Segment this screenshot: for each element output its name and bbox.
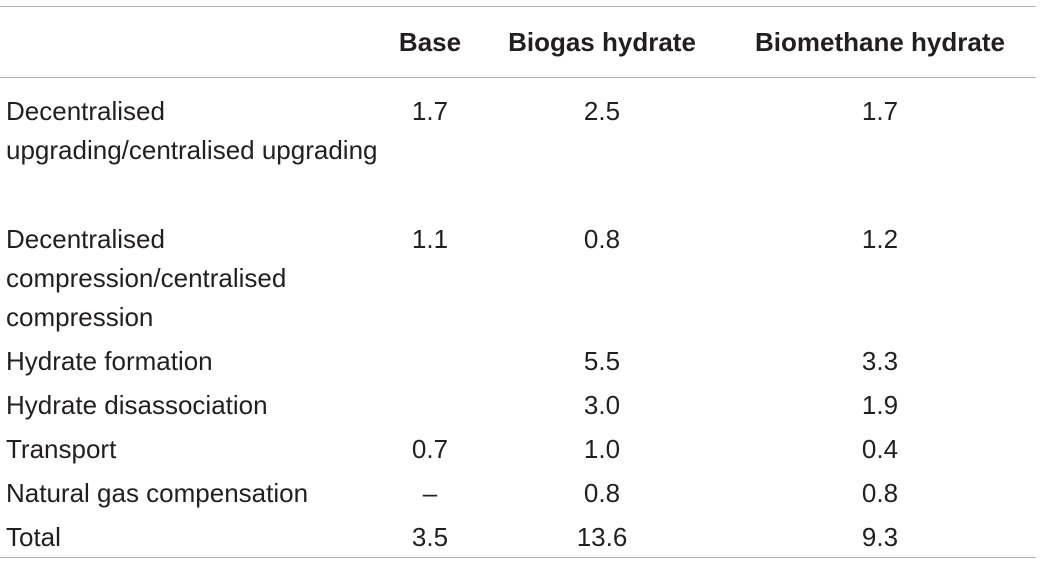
cell-biogas: 0.8 <box>583 224 621 254</box>
cell-base: – <box>422 478 438 508</box>
cell-biomethane: 3.3 <box>861 346 899 376</box>
cell-base: 1.7 <box>411 96 449 126</box>
cell-biomethane: 1.7 <box>861 96 899 126</box>
table-row: Decentralised upgrading/centralised upgr… <box>0 78 1036 210</box>
cell-base: 0.7 <box>411 434 449 464</box>
row-label: Hydrate formation <box>6 346 213 376</box>
cost-table: Base Biogas hydrate Biomethane hydrate D… <box>0 6 1036 558</box>
table-row: Natural gas compensation – 0.8 0.8 <box>0 469 1036 513</box>
cell-biogas: 1.0 <box>583 434 621 464</box>
cell-biomethane: 9.3 <box>724 513 1036 558</box>
cell-biogas: 5.5 <box>583 346 621 376</box>
cell-biomethane: 0.8 <box>861 478 899 508</box>
cell-biogas: 3.0 <box>583 390 621 420</box>
cell-base: 3.5 <box>380 513 480 558</box>
table-row: Transport 0.7 1.0 0.4 <box>0 425 1036 469</box>
header-base: Base <box>398 26 462 57</box>
row-label: Transport <box>6 434 117 464</box>
header-row: Base Biogas hydrate Biomethane hydrate <box>0 6 1036 78</box>
table-header: Base Biogas hydrate Biomethane hydrate <box>0 6 1036 78</box>
cell-base <box>380 381 480 425</box>
table-row: Hydrate disassociation 3.0 1.9 <box>0 381 1036 425</box>
cell-base <box>380 337 480 381</box>
header-biomethane-hydrate: Biomethane hydrate <box>755 26 1005 57</box>
cell-base: 1.1 <box>411 224 449 254</box>
table-row: Decentralised compression/centralised co… <box>0 209 1036 337</box>
cell-biomethane: 1.2 <box>861 224 899 254</box>
table-row: Hydrate formation 5.5 3.3 <box>0 337 1036 381</box>
cell-biomethane: 0.4 <box>861 434 899 464</box>
table-body: Decentralised upgrading/centralised upgr… <box>0 78 1036 558</box>
row-label: Decentralised upgrading/centralised upgr… <box>6 96 378 165</box>
cell-biogas: 2.5 <box>583 96 621 126</box>
cell-biogas: 0.8 <box>583 478 621 508</box>
row-label: Natural gas compensation <box>6 478 309 508</box>
cell-biomethane: 1.9 <box>861 390 899 420</box>
cell-biogas: 13.6 <box>480 513 724 558</box>
row-label: Total <box>0 513 380 558</box>
table-row: Total 3.5 13.6 9.3 <box>0 513 1036 558</box>
row-label: Hydrate disassociation <box>6 390 268 420</box>
header-empty <box>0 7 380 78</box>
row-label: Decentralised compression/centralised co… <box>6 224 287 332</box>
header-biogas-hydrate: Biogas hydrate <box>508 26 696 57</box>
